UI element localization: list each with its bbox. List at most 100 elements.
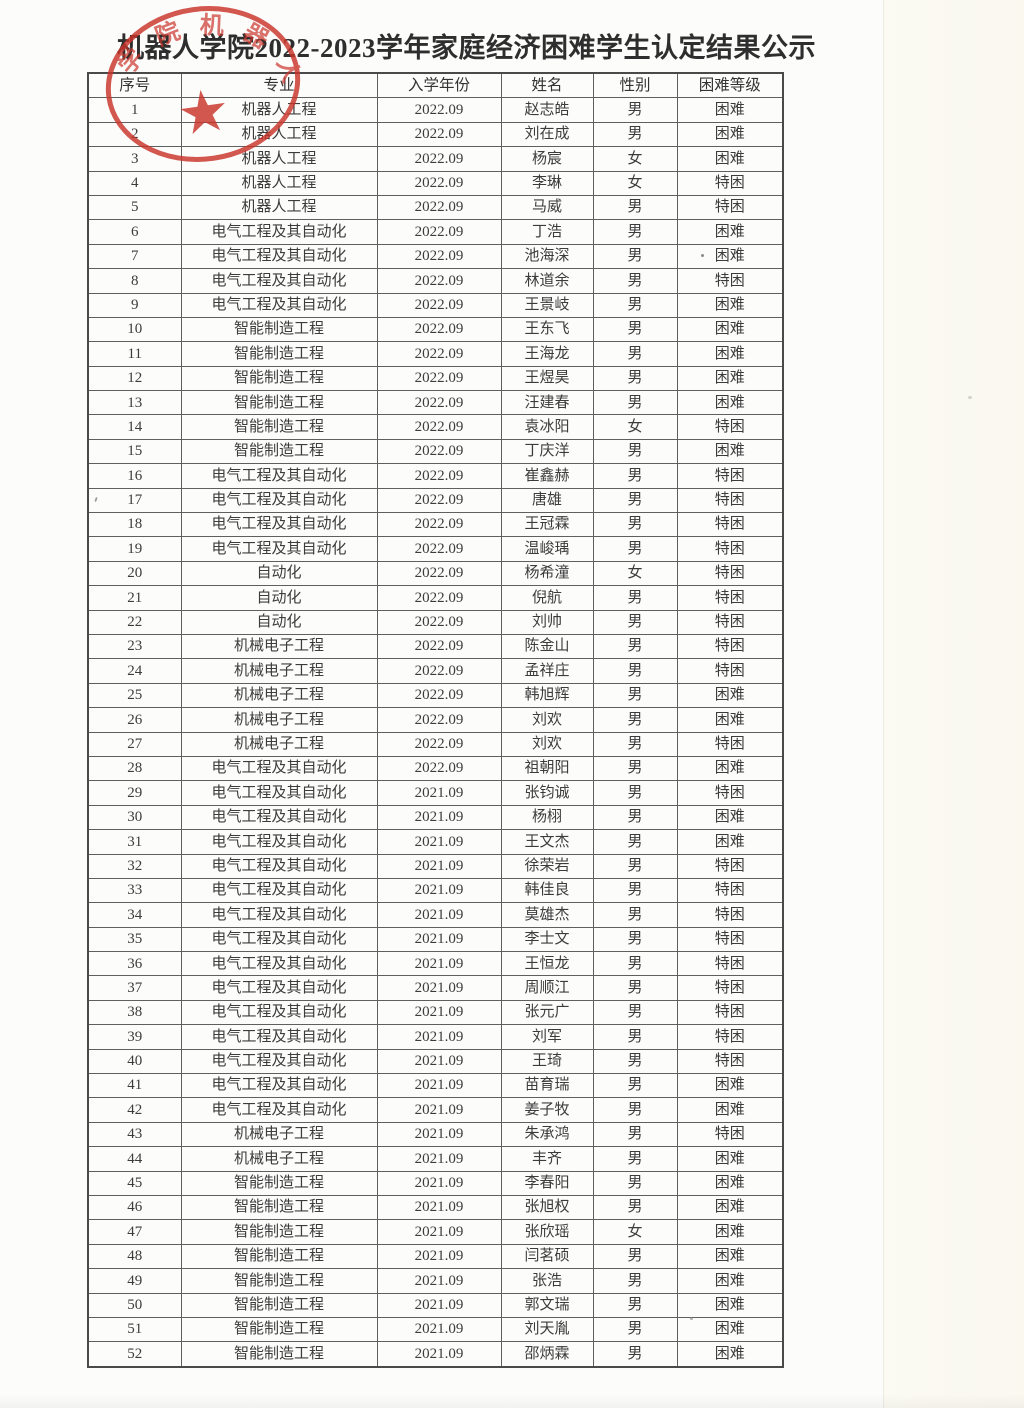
- cell-serial-number: 46: [87, 1194, 182, 1221]
- cell-major: 智能制造工程: [180, 316, 378, 343]
- cell-enrollment-year: 2022.09: [376, 121, 502, 148]
- cell-major: 电气工程及其自动化: [180, 463, 378, 489]
- cell-name: 徐荣岩: [500, 853, 594, 879]
- cell-enrollment-year: 2021.09: [376, 1219, 502, 1245]
- cell-hardship-level: 特困: [676, 585, 784, 611]
- cell-gender: 男: [592, 829, 678, 855]
- cell-gender: 男: [592, 194, 678, 221]
- cell-enrollment-year: 2021.09: [376, 1268, 502, 1294]
- cell-hardship-level: 困难: [676, 707, 784, 733]
- cell-gender: 男: [592, 951, 678, 977]
- header-serial-number: 序号: [87, 72, 182, 99]
- cell-gender: 男: [592, 1097, 678, 1123]
- cell-major: 机器人工程: [180, 97, 378, 123]
- cell-enrollment-year: 2022.09: [376, 219, 502, 245]
- cell-gender: 男: [592, 316, 678, 343]
- cell-major: 机器人工程: [180, 146, 378, 172]
- cell-name: 倪航: [500, 585, 594, 611]
- cell-name: 张旭权: [500, 1194, 594, 1221]
- cell-enrollment-year: 2022.09: [376, 292, 502, 318]
- cell-serial-number: 15: [87, 438, 182, 465]
- cell-major: 电气工程及其自动化: [180, 755, 378, 782]
- cell-serial-number: 38: [87, 999, 182, 1026]
- cell-name: 祖朝阳: [500, 755, 594, 782]
- cell-hardship-level: 特困: [676, 268, 784, 294]
- cell-enrollment-year: 2021.09: [376, 877, 502, 904]
- cell-name: 池海深: [500, 243, 594, 270]
- cell-major: 机械电子工程: [180, 707, 378, 733]
- cell-gender: 男: [592, 975, 678, 1001]
- table-row: 30 电气工程及其自动化 2021.09 杨栩 男 困难: [87, 804, 784, 831]
- cell-name: 刘帅: [500, 609, 594, 635]
- cell-name: 朱承鸿: [500, 1121, 594, 1148]
- cell-hardship-level: 困难: [676, 316, 784, 343]
- cell-gender: 男: [592, 292, 678, 318]
- table-row: 17 电气工程及其自动化 2022.09 唐雄 男 特困: [87, 487, 784, 514]
- cell-serial-number: 31: [87, 829, 182, 855]
- cell-name: 赵志皓: [500, 97, 594, 123]
- table-row: 38 电气工程及其自动化 2021.09 张元广 男 特困: [87, 999, 784, 1026]
- cell-enrollment-year: 2021.09: [376, 829, 502, 855]
- cell-enrollment-year: 2021.09: [376, 1194, 502, 1221]
- cell-serial-number: 23: [87, 633, 182, 660]
- cell-gender: 男: [592, 682, 678, 709]
- cell-name: 林道余: [500, 268, 594, 294]
- cell-major: 电气工程及其自动化: [180, 536, 378, 562]
- cell-enrollment-year: 2022.09: [376, 512, 502, 538]
- cell-gender: 男: [592, 365, 678, 392]
- cell-major: 智能制造工程: [180, 1170, 378, 1196]
- cell-serial-number: 13: [87, 390, 182, 416]
- table-row: 14 智能制造工程 2022.09 袁冰阳 女 特困: [87, 414, 784, 440]
- table-row: 16 电气工程及其自动化 2022.09 崔鑫赫 男 特困: [87, 463, 784, 489]
- cell-serial-number: 21: [87, 585, 182, 611]
- cell-name: 唐雄: [500, 487, 594, 514]
- table-row: 11 智能制造工程 2022.09 王海龙 男 困难: [87, 341, 784, 367]
- cell-serial-number: 17: [87, 487, 182, 514]
- cell-name: 王东飞: [500, 316, 594, 343]
- cell-hardship-level: 特困: [676, 512, 784, 538]
- cell-name: 汪建春: [500, 390, 594, 416]
- table-row: 23 机械电子工程 2022.09 陈金山 男 特困: [87, 633, 784, 660]
- cell-gender: 男: [592, 536, 678, 562]
- table-row: 15 智能制造工程 2022.09 丁庆洋 男 困难: [87, 438, 784, 465]
- scan-edge-shadow: [883, 0, 1024, 1408]
- table-row: 9 电气工程及其自动化 2022.09 王景岐 男 困难: [87, 292, 784, 318]
- cell-name: 莫雄杰: [500, 902, 594, 928]
- cell-serial-number: 12: [87, 365, 182, 392]
- cell-name: 周顺江: [500, 975, 594, 1001]
- cell-hardship-level: 特困: [676, 731, 784, 757]
- cell-hardship-level: 困难: [676, 1170, 784, 1196]
- table-row: 12 智能制造工程 2022.09 王煜昊 男 困难: [87, 365, 784, 392]
- cell-major: 电气工程及其自动化: [180, 1073, 378, 1099]
- cell-hardship-level: 困难: [676, 804, 784, 831]
- cell-gender: 男: [592, 268, 678, 294]
- cell-name: 温峻瑀: [500, 536, 594, 562]
- cell-serial-number: 29: [87, 780, 182, 806]
- cell-gender: 男: [592, 1341, 678, 1368]
- cell-gender: 男: [592, 853, 678, 879]
- cell-enrollment-year: 2022.09: [376, 97, 502, 123]
- table-row: 1 机器人工程 2022.09 赵志皓 男 困难: [87, 97, 784, 123]
- header-name: 姓名: [500, 72, 594, 99]
- cell-serial-number: 49: [87, 1268, 182, 1294]
- cell-serial-number: 33: [87, 877, 182, 904]
- cell-name: 王景岐: [500, 292, 594, 318]
- cell-gender: 女: [592, 1219, 678, 1245]
- table-row: 21 自动化 2022.09 倪航 男 特困: [87, 585, 784, 611]
- cell-major: 电气工程及其自动化: [180, 487, 378, 514]
- cell-gender: 男: [592, 1316, 678, 1343]
- cell-major: 智能制造工程: [180, 341, 378, 367]
- table-row: 19 电气工程及其自动化 2022.09 温峻瑀 男 特困: [87, 536, 784, 562]
- cell-major: 电气工程及其自动化: [180, 902, 378, 928]
- cell-major: 智能制造工程: [180, 414, 378, 440]
- cell-enrollment-year: 2022.09: [376, 463, 502, 489]
- cell-enrollment-year: 2021.09: [376, 1073, 502, 1099]
- cell-enrollment-year: 2022.09: [376, 731, 502, 757]
- cell-enrollment-year: 2022.09: [376, 438, 502, 465]
- cell-gender: 男: [592, 804, 678, 831]
- cell-gender: 男: [592, 877, 678, 904]
- cell-serial-number: 2: [87, 121, 182, 148]
- cell-serial-number: 27: [87, 731, 182, 757]
- cell-name: 韩佳良: [500, 877, 594, 904]
- cell-gender: 女: [592, 560, 678, 587]
